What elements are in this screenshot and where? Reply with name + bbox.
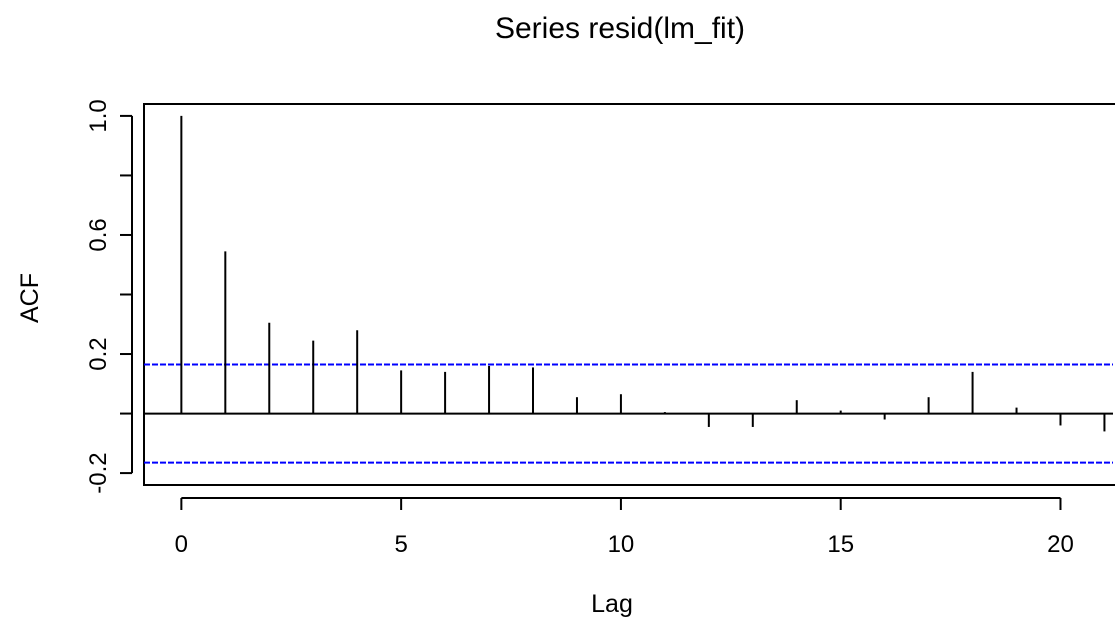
acf-bars [144,115,1113,464]
x-tick-label: 20 [1047,531,1074,558]
x-axis-ticks: 0 5 10 15 20 [175,497,1074,558]
x-tick-label: 15 [827,531,854,558]
chart-title: Series resid(lm_fit) [495,12,745,45]
x-tick-label: 5 [394,531,407,558]
plot-frame [143,103,1115,486]
y-tick-label: 0.2 [85,337,112,370]
y-tick-label: -0.2 [85,452,112,493]
x-axis-label: Lag [591,590,633,618]
y-tick-label: 0.6 [85,218,112,251]
x-tick-label: 0 [175,531,188,558]
x-tick-label: 10 [608,531,635,558]
y-axis-ticks: -0.2 0.2 0.6 1.0 [85,99,133,494]
y-tick-label: 1.0 [85,99,112,132]
y-axis-label: ACF [16,273,44,323]
